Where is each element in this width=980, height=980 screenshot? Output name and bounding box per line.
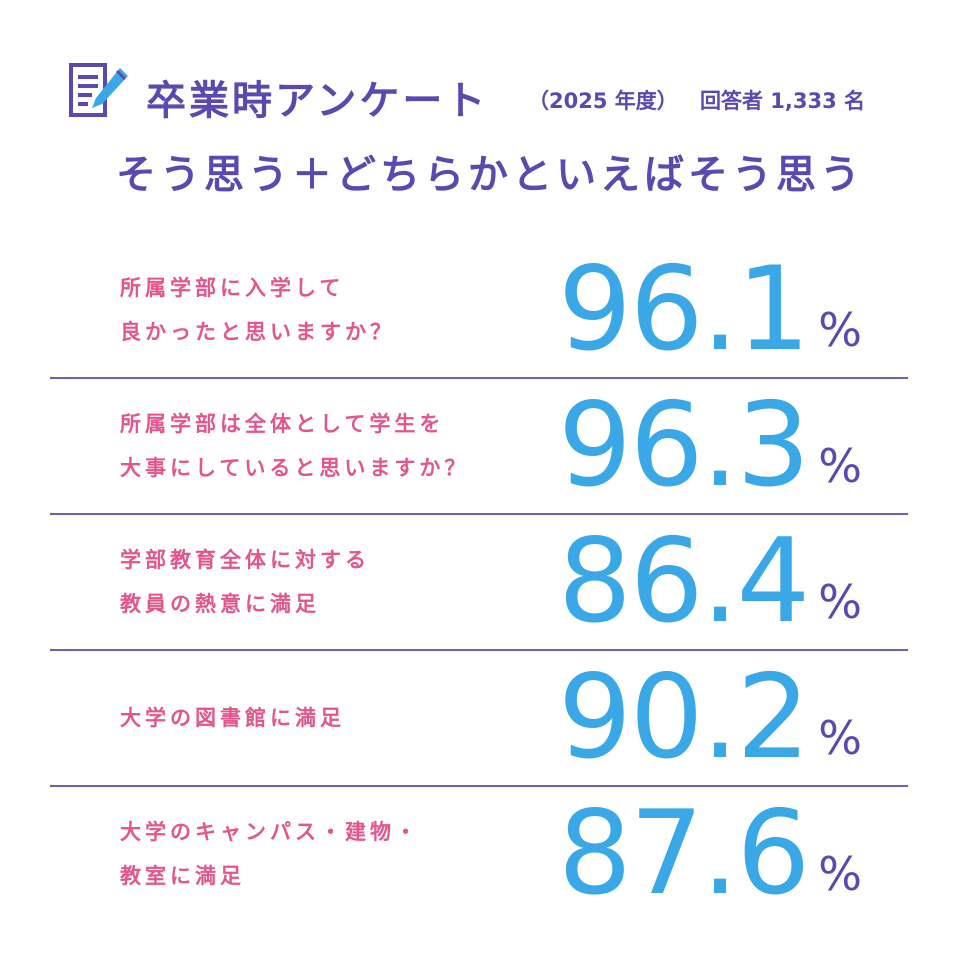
result-row: 大学の図書館に満足 90.2 %: [50, 651, 908, 787]
percentage-value: 90.2: [558, 650, 810, 785]
question-text: 所属学部に入学して 良かったと思いますか？: [120, 243, 580, 377]
percent-sign: %: [818, 847, 862, 901]
result-row: 学部教育全体に対する 教員の熱意に満足 86.4 %: [50, 515, 908, 651]
survey-results: 所属学部に入学して 良かったと思いますか？ 96.1 % 所属学部は全体として学…: [50, 243, 908, 923]
respondent-count: 回答者 1,333 名: [700, 89, 866, 113]
percentage-value: 96.1: [558, 242, 810, 377]
response-category-heading: そう思う＋どちらかといえばそう思う: [116, 152, 864, 198]
question-text: 大学の図書館に満足: [120, 651, 580, 785]
question-line: 良かったと思いますか？: [120, 320, 395, 344]
percent-sign: %: [818, 439, 862, 493]
result-value: 86.4 %: [558, 515, 862, 649]
question-line: 所属学部に入学して: [120, 276, 345, 300]
percent-sign: %: [818, 711, 862, 765]
percentage-value: 86.4: [558, 514, 810, 649]
percent-sign: %: [818, 575, 862, 629]
question-text: 大学のキャンパス・建物・ 教室に満足: [120, 787, 580, 921]
question-line: 教室に満足: [120, 864, 245, 888]
question-line: 大学のキャンパス・建物・: [120, 820, 420, 844]
percent-sign: %: [818, 303, 862, 357]
question-text: 所属学部は全体として学生を 大事にしていると思いますか？: [120, 379, 580, 513]
result-value: 96.1 %: [558, 243, 862, 377]
survey-year: （2025 年度）: [528, 89, 678, 113]
question-line: 教員の熱意に満足: [120, 592, 320, 616]
percentage-value: 96.3: [558, 378, 810, 513]
header: 卒業時アンケート （2025 年度） 回答者 1,333 名: [0, 58, 980, 128]
result-value: 87.6 %: [558, 787, 862, 921]
result-value: 90.2 %: [558, 651, 862, 785]
survey-form-icon: [68, 62, 134, 122]
result-row: 所属学部に入学して 良かったと思いますか？ 96.1 %: [50, 243, 908, 379]
result-row: 所属学部は全体として学生を 大事にしていると思いますか？ 96.3 %: [50, 379, 908, 515]
result-row: 大学のキャンパス・建物・ 教室に満足 87.6 %: [50, 787, 908, 923]
question-line: 学部教育全体に対する: [120, 548, 370, 572]
question-line: 大学の図書館に満足: [120, 706, 345, 730]
percentage-value: 87.6: [558, 786, 810, 921]
question-line: 大事にしていると思いますか？: [120, 456, 470, 480]
question-line: 所属学部は全体として学生を: [120, 412, 445, 436]
question-text: 学部教育全体に対する 教員の熱意に満足: [120, 515, 580, 649]
survey-title: 卒業時アンケート: [146, 78, 489, 124]
result-value: 96.3 %: [558, 379, 862, 513]
